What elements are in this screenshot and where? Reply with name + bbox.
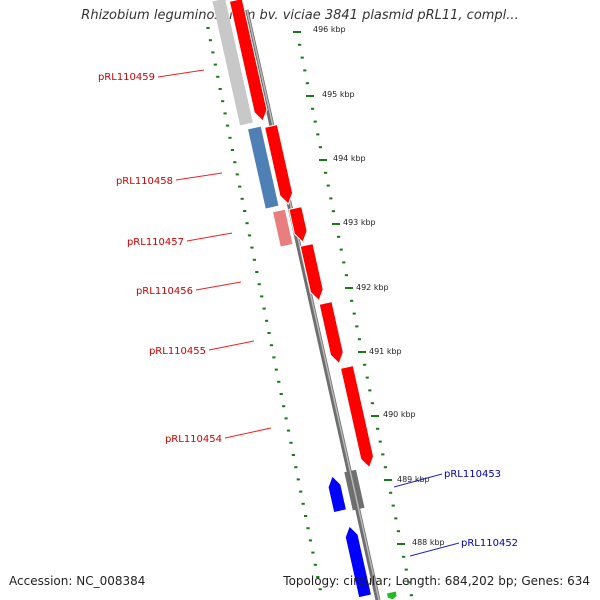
tick-label: 496 kbp (313, 25, 346, 34)
tick-label: 495 kbp (322, 90, 355, 99)
accession-text: Accession: NC_008384 (9, 574, 146, 588)
gene-arrow-prl110453 (327, 475, 348, 514)
tick-label: 489 kbp (397, 475, 430, 484)
leader-line (157, 69, 205, 78)
gene-arrow-green (385, 590, 398, 600)
gene-arrow-prl110454 (339, 364, 375, 469)
gene-label-prl110456: pRL110456 (136, 286, 193, 297)
gene-arrow-prl110458 (264, 123, 294, 205)
topology-text: Topology: circular; Length: 684,202 bp; … (283, 574, 590, 588)
tick-label: 490 kbp (383, 410, 416, 419)
leader-line (224, 427, 272, 439)
outer-tick-ring (293, 31, 414, 597)
sequence-backbone (243, 9, 381, 600)
tick-label: 488 kbp (412, 538, 445, 547)
gene-label-prl110459: pRL110459 (98, 72, 155, 83)
inner-tick-ring (206, 27, 322, 591)
tick-label: 491 kbp (369, 347, 402, 356)
gene-arrow-prl110459 (228, 0, 268, 122)
gene-labels: pRL110459 pRL110458 pRL110457 pRL110456 pRL1… (98, 69, 518, 557)
gene-arrow-prl110455 (318, 300, 344, 365)
gene-arrow-prl110452 (344, 525, 373, 599)
gene-label-prl110454: pRL110454 (165, 434, 222, 445)
tick-label: 494 kbp (333, 154, 366, 163)
tick-label: 492 kbp (356, 283, 389, 292)
leader-line (186, 232, 233, 242)
gene-label-prl110452: pRL110452 (461, 538, 518, 549)
leader-line (393, 473, 443, 488)
map-title: Rhizobium leguminosarum bv. viciae 3841 … (81, 8, 519, 23)
leader-line (175, 172, 223, 181)
gene-label-prl110457: pRL110457 (127, 237, 184, 248)
gene-label-prl110453: pRL110453 (444, 469, 501, 480)
shadow-band-blue (248, 126, 279, 209)
gene-label-prl110455: pRL110455 (149, 346, 206, 357)
gene-arrow-prl110457 (288, 205, 308, 244)
shadow-band-pink (273, 209, 293, 247)
gene-label-prl110458: pRL110458 (116, 176, 173, 187)
gene-arrow-prl110456 (299, 242, 324, 302)
gene-arrows (228, 0, 398, 600)
shadow-band-gray (212, 0, 253, 126)
tick-labels: 496 kbp 495 kbp 494 kbp 493 kbp 492 kbp 491 k… (313, 25, 445, 547)
leader-line (208, 340, 255, 351)
leader-line (195, 281, 242, 291)
tick-label: 493 kbp (343, 218, 376, 227)
leader-line (409, 542, 460, 557)
